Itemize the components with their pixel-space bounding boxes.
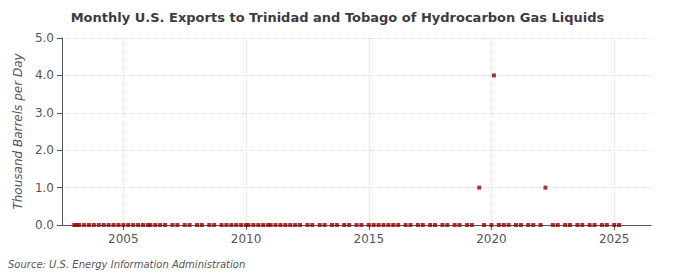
svg-text:Source: U.S. Energy Informatio: Source: U.S. Energy Information Administ… [8, 259, 245, 270]
svg-text:0.0: 0.0 [35, 218, 54, 232]
svg-text:5.0: 5.0 [35, 31, 54, 45]
svg-text:Monthly U.S. Exports to Trinid: Monthly U.S. Exports to Trinidad and Tob… [71, 10, 605, 25]
svg-text:2015: 2015 [353, 232, 384, 246]
svg-text:4.0: 4.0 [35, 68, 54, 82]
svg-text:Thousand Barrels per Day: Thousand Barrels per Day [11, 53, 25, 210]
svg-text:1.0: 1.0 [35, 181, 54, 195]
svg-text:3.0: 3.0 [35, 106, 54, 120]
svg-text:2.0: 2.0 [35, 143, 54, 157]
svg-text:2025: 2025 [599, 232, 630, 246]
svg-text:2020: 2020 [476, 232, 507, 246]
svg-text:2005: 2005 [108, 232, 139, 246]
svg-text:2010: 2010 [231, 232, 262, 246]
